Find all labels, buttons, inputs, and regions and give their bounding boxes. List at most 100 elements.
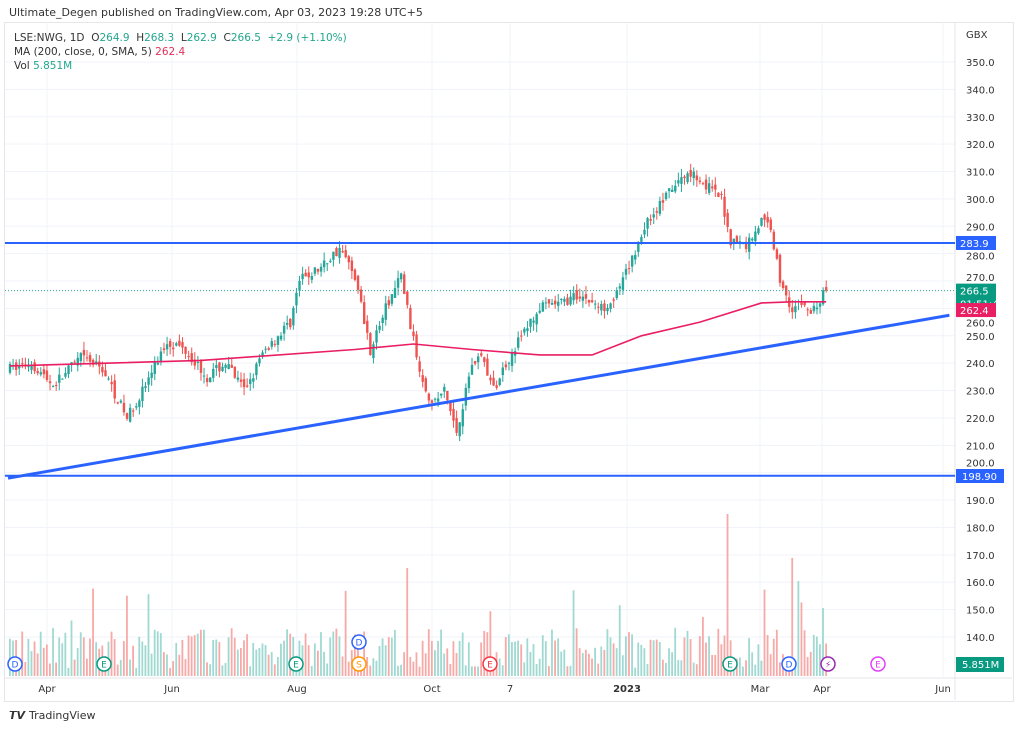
event-marker-label: D xyxy=(786,661,793,671)
volume-bar xyxy=(89,638,91,676)
candle-body xyxy=(369,333,372,355)
candle-body xyxy=(689,170,692,177)
candle-body xyxy=(58,374,61,383)
candle-body xyxy=(51,386,55,388)
candle-body xyxy=(467,376,471,389)
candle-body xyxy=(778,254,782,283)
candle-body xyxy=(436,398,440,402)
volume-bar xyxy=(689,639,692,676)
candle-body xyxy=(255,363,258,376)
candle-body xyxy=(36,371,39,374)
volume-bar xyxy=(212,639,215,676)
symbol-label[interactable]: LSE:NWG, 1D xyxy=(14,32,85,44)
volume-bar xyxy=(236,649,239,676)
candle-body xyxy=(393,288,397,298)
candle-body xyxy=(221,366,224,371)
candle-body xyxy=(141,386,144,402)
candle-body xyxy=(156,362,160,365)
event-marker-icon xyxy=(7,656,23,672)
last-price-label: 266.5 xyxy=(960,287,989,298)
candle-body xyxy=(504,364,508,368)
vol-value: 5.851M xyxy=(33,60,73,72)
volume-bar xyxy=(754,664,757,676)
volume-bar xyxy=(240,648,242,676)
volume-bar xyxy=(760,660,763,676)
volume-bar xyxy=(514,641,516,676)
candle-body xyxy=(791,307,794,313)
volume-bar xyxy=(665,662,667,676)
candle-body xyxy=(674,185,677,192)
candle-body xyxy=(48,381,52,384)
candle-body xyxy=(347,256,350,263)
volume-bar xyxy=(61,643,64,676)
volume-bar xyxy=(452,641,455,676)
candle-body xyxy=(196,361,200,363)
volume-bar xyxy=(458,640,461,676)
volume-bar xyxy=(695,664,698,676)
event-marker-label: ⚡ xyxy=(825,661,831,671)
candle-body xyxy=(144,386,147,388)
candle-body xyxy=(122,402,126,413)
candle-body xyxy=(212,368,215,378)
candle-body xyxy=(8,364,12,373)
volume-bar xyxy=(159,633,162,676)
volume-bar xyxy=(329,637,332,676)
candle-body xyxy=(384,303,387,320)
volume-bar xyxy=(27,638,30,676)
candle-body xyxy=(286,322,289,325)
event-marker-label: E xyxy=(293,661,299,671)
candle-body xyxy=(754,231,757,242)
volume-bar xyxy=(24,661,27,676)
volume-bar xyxy=(529,651,532,676)
candle-body xyxy=(424,378,427,392)
y-tick-label: 200.0 xyxy=(966,459,995,470)
candle-body xyxy=(550,302,554,305)
event-marker-label: D xyxy=(356,639,363,649)
volume-bar xyxy=(464,665,467,676)
candle-body xyxy=(627,268,631,270)
candle-body xyxy=(30,365,33,370)
volume-bar xyxy=(320,632,322,676)
ma-label[interactable]: MA (200, close, 0, SMA, 5) xyxy=(14,46,152,58)
volume-bar xyxy=(64,632,67,676)
event-marker-label: E xyxy=(727,661,733,671)
volume-bar xyxy=(591,658,593,676)
tradingview-logo[interactable]: 𝙏𝙑 TradingView xyxy=(9,709,96,722)
y-tick-label: 220.0 xyxy=(966,414,995,425)
volume-bar xyxy=(797,581,800,676)
candle-body xyxy=(427,393,431,401)
volume-bar xyxy=(504,637,507,676)
volume-bar xyxy=(794,665,797,676)
candle-body xyxy=(458,422,461,437)
volume-bar xyxy=(276,657,279,676)
candle-body xyxy=(748,237,751,252)
candle-body xyxy=(557,301,560,306)
volume-bar xyxy=(363,631,365,676)
volume-bar xyxy=(203,629,205,676)
candle-body xyxy=(492,377,495,386)
candle-body xyxy=(723,196,726,217)
volume-bar xyxy=(156,631,159,676)
candle-body xyxy=(64,373,67,377)
volume-bar xyxy=(791,558,794,676)
volume-bar xyxy=(455,653,458,676)
candle-body xyxy=(215,364,218,369)
volume-bar xyxy=(702,616,704,676)
candle-body xyxy=(825,287,828,291)
volume-bar xyxy=(338,636,341,676)
candle-body xyxy=(766,217,769,223)
candle-body xyxy=(803,302,806,306)
volume-bar xyxy=(317,650,319,676)
volume-bar xyxy=(674,627,677,676)
candle-body xyxy=(461,409,464,427)
candle-body xyxy=(350,260,354,271)
candle-body xyxy=(353,269,357,280)
candle-body xyxy=(316,269,320,272)
vol-label[interactable]: Vol xyxy=(14,60,30,72)
candle-body xyxy=(18,366,21,369)
candle-body xyxy=(178,340,181,346)
candle-body xyxy=(116,402,119,404)
volume-bar xyxy=(261,643,264,676)
volume-bar xyxy=(714,655,717,676)
